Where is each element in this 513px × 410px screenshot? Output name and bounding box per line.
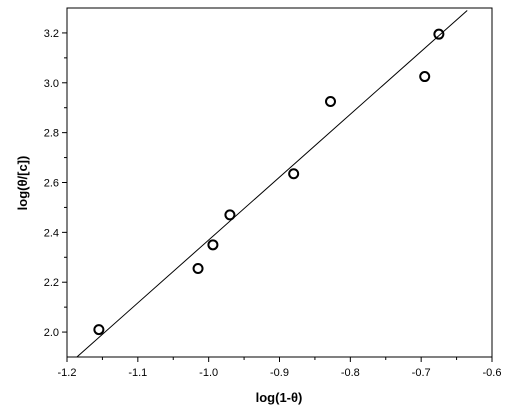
data-point bbox=[289, 169, 298, 178]
data-point bbox=[94, 325, 103, 334]
data-point bbox=[194, 264, 203, 273]
x-tick-label: -1.1 bbox=[128, 367, 147, 379]
fit-line-layer bbox=[77, 10, 467, 357]
y-tick-label: 2.8 bbox=[44, 128, 59, 140]
x-axis-label: log(1-θ) bbox=[256, 390, 303, 405]
y-tick-label: 3.0 bbox=[44, 78, 59, 90]
y-axis-label: log(θ/[c]) bbox=[15, 156, 30, 211]
y-axis-ticks: 2.0 2.2 2.4 2.6 2.8 3.0 3.2 bbox=[44, 28, 67, 339]
x-tick-label: -0.7 bbox=[412, 367, 431, 379]
x-tick-label: -1.0 bbox=[199, 367, 218, 379]
data-point bbox=[208, 240, 217, 249]
data-points-layer bbox=[94, 30, 443, 334]
x-tick-label: -0.8 bbox=[341, 367, 360, 379]
x-tick-label: -0.6 bbox=[483, 367, 502, 379]
x-tick-label: -0.9 bbox=[270, 367, 289, 379]
y-tick-label: 3.2 bbox=[44, 28, 59, 40]
y-tick-label: 2.4 bbox=[44, 227, 59, 239]
data-point bbox=[420, 72, 429, 81]
x-axis-ticks: -1.2 -1.1 -1.0 -0.9 -0.8 -0.7 -0.6 bbox=[58, 357, 502, 379]
plot-frame bbox=[67, 8, 492, 357]
x-tick-label: -1.2 bbox=[58, 367, 77, 379]
y-tick-label: 2.2 bbox=[44, 277, 59, 289]
data-point bbox=[434, 30, 443, 39]
data-point bbox=[225, 210, 234, 219]
fit-line bbox=[77, 10, 467, 357]
y-tick-label: 2.0 bbox=[44, 327, 59, 339]
data-point bbox=[326, 97, 335, 106]
y-tick-label: 2.6 bbox=[44, 178, 59, 190]
